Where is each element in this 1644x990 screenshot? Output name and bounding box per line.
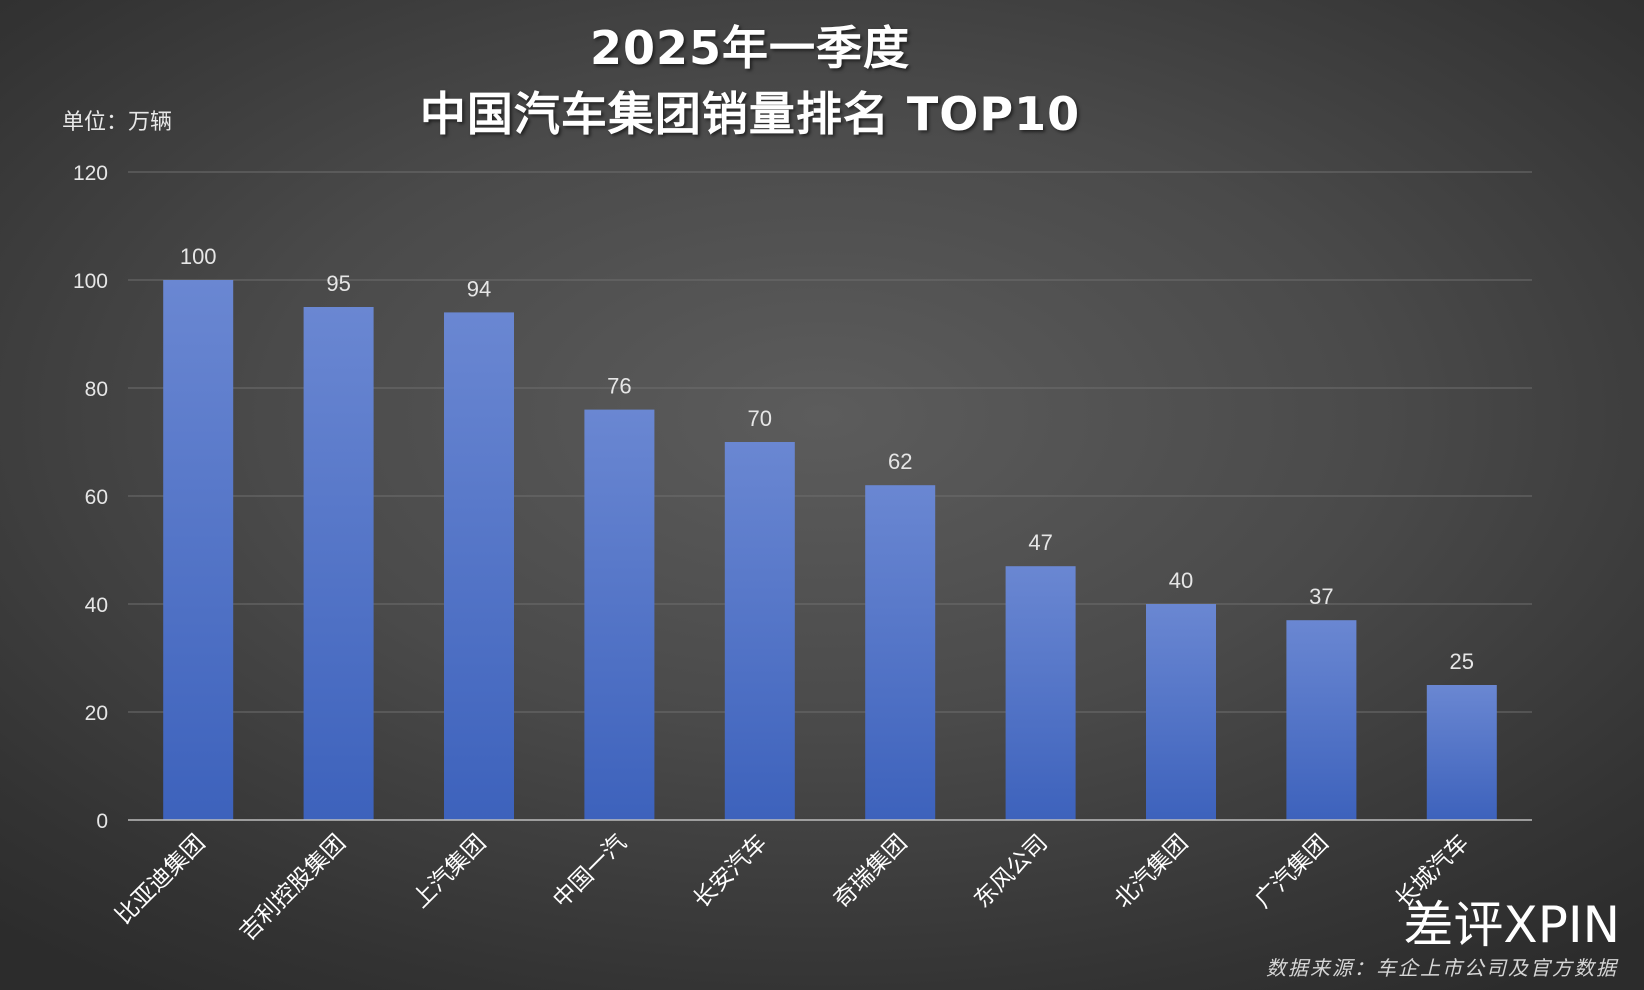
x-tick-label: 上汽集团: [408, 830, 491, 913]
data-label: 25: [1450, 649, 1474, 674]
data-labels: 100 95 94 76 70 62 47 40 37 25: [180, 244, 1474, 674]
y-tick-label: 60: [85, 486, 108, 509]
data-label: 62: [888, 449, 912, 474]
x-tick-label: 北汽集团: [1110, 830, 1193, 913]
bar: [444, 312, 514, 820]
x-tick-label: 吉利控股集团: [235, 830, 351, 946]
x-tick-label: 东风公司: [969, 830, 1052, 913]
chart-title: 2025年一季度: [589, 21, 911, 75]
bar: [303, 307, 374, 820]
x-tick-label: 长安汽车: [689, 830, 772, 913]
bar: [865, 485, 936, 820]
data-label: 40: [1169, 568, 1193, 593]
y-tick-label: 20: [85, 702, 108, 725]
bar: [1426, 685, 1497, 820]
bar: [584, 409, 655, 820]
y-axis-ticks: 0 20 40 60 80 100 120: [73, 162, 108, 833]
bar: [1005, 566, 1076, 820]
data-label: 94: [467, 276, 491, 301]
data-label: 76: [607, 374, 631, 399]
data-source-note: 数据来源：车企上市公司及官方数据: [1266, 956, 1618, 980]
x-tick-label: 奇瑞集团: [829, 830, 912, 913]
data-label: 47: [1028, 530, 1052, 555]
x-tick-label: 比亚迪集团: [111, 830, 211, 930]
y-tick-label: 0: [96, 810, 108, 833]
y-tick-label: 100: [73, 270, 108, 293]
unit-label: 单位：万辆: [62, 110, 173, 135]
bars: [163, 280, 1497, 820]
chart-subtitle: 中国汽车集团销量排名 TOP10: [419, 87, 1081, 141]
bar: [1286, 620, 1357, 820]
bar: [163, 280, 234, 820]
data-label: 100: [180, 244, 217, 269]
y-tick-label: 80: [85, 378, 108, 401]
watermark-logo: 差评XPIN: [1403, 896, 1620, 954]
bar: [724, 442, 795, 820]
x-tick-label: 中国一汽: [548, 830, 631, 913]
data-label: 70: [748, 406, 772, 431]
x-axis-ticks: 比亚迪集团 吉利控股集团 上汽集团 中国一汽 长安汽车 奇瑞集团 东风公司 北汽集团 广汽集团长…: [111, 830, 1474, 946]
y-tick-label: 40: [85, 594, 108, 617]
y-tick-label: 120: [73, 162, 108, 185]
data-label: 37: [1309, 584, 1333, 609]
x-tick-label: 广汽集团: [1250, 830, 1333, 913]
bar: [1146, 604, 1216, 820]
data-label: 95: [326, 271, 350, 296]
